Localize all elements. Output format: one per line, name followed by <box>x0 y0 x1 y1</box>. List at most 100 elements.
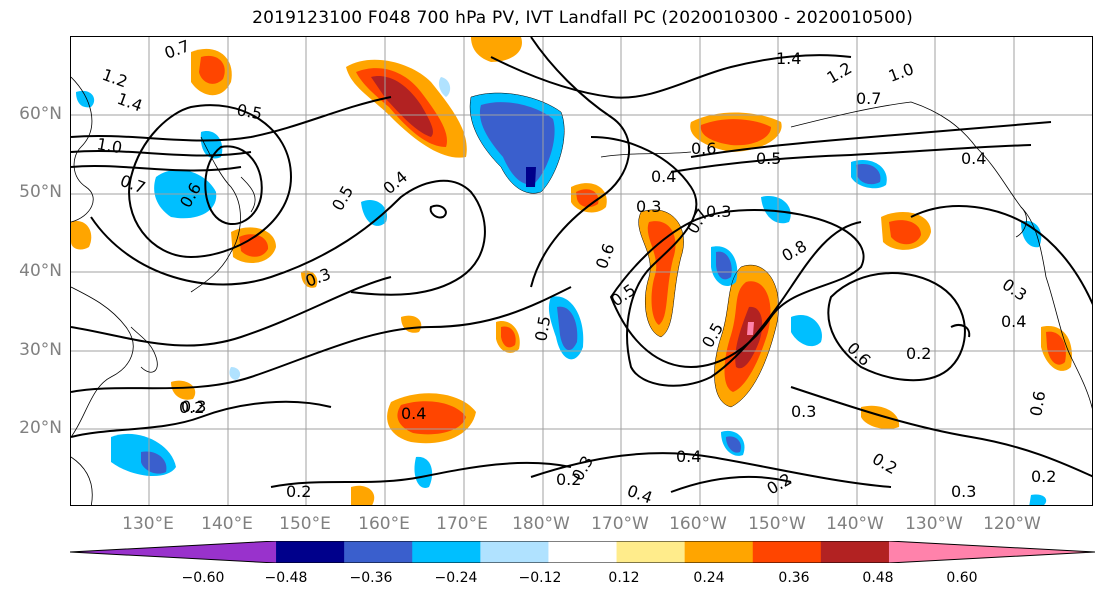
lon-label: 150°E <box>279 514 331 534</box>
lon-label: 180°W <box>512 514 570 534</box>
positive-anomaly-patch <box>301 270 318 288</box>
positive-anomaly-patch <box>239 234 269 257</box>
positive-anomaly-patch <box>401 315 422 333</box>
contour-label: 0.3 <box>636 197 661 216</box>
colorbar-segment <box>888 541 1095 563</box>
positive-anomaly-patch <box>471 37 522 62</box>
contour-label: 0.6 <box>691 139 716 158</box>
colorbar <box>70 541 1095 563</box>
contour-label: 0.2 <box>906 344 931 363</box>
contours <box>71 37 1092 493</box>
patch-outlines <box>469 92 779 408</box>
negative-anomaly-patch <box>141 451 167 474</box>
negative-anomaly-patch <box>1021 221 1042 248</box>
negative-anomaly-patch <box>414 456 433 488</box>
positive-anomaly-patch <box>171 380 196 400</box>
contour-labels: 1.21.40.70.51.00.7 0.60.30.40.3 0.40.20.20… <box>95 37 1056 506</box>
colorbar-segment <box>684 541 754 563</box>
positive-anomaly-patch <box>371 76 433 137</box>
lon-label: 120°W <box>983 514 1041 534</box>
contour-label: 0.4 <box>961 149 986 168</box>
colorbar-segment <box>548 541 618 563</box>
contour-label: 0.4 <box>625 481 655 506</box>
colorbar-tick: 0.60 <box>946 570 978 586</box>
contour-label: 0.2 <box>179 398 204 417</box>
lat-label-50n: 50°N <box>19 182 62 202</box>
negative-anomaly-patch <box>726 436 742 453</box>
contour-label: 1.2 <box>824 58 856 87</box>
lon-label: 160°W <box>669 514 727 534</box>
contour-label: 0.3 <box>791 402 816 421</box>
lon-label: 150°W <box>748 514 806 534</box>
colorbar-segment <box>820 541 890 563</box>
contour-label: 1.0 <box>886 59 916 86</box>
lon-label: 130°E <box>122 514 174 534</box>
negative-anomaly-patch <box>479 102 555 185</box>
colorbar-tick: −0.48 <box>264 570 308 586</box>
lon-label: 130°W <box>905 514 963 534</box>
positive-anomaly-patch <box>700 119 771 146</box>
colorbar-tick: 0.24 <box>693 570 725 586</box>
negative-anomaly-patch <box>229 367 241 380</box>
negative-anomaly-patch <box>856 164 881 185</box>
colorbar-segment <box>412 541 481 563</box>
positive-anomaly-patch <box>1046 331 1066 365</box>
positive-anomaly-patch <box>501 326 516 348</box>
graticule <box>71 37 1092 505</box>
negative-anomaly-patch <box>76 90 95 108</box>
contour-label: 0.3 <box>706 202 731 221</box>
lon-label: 140°E <box>201 514 253 534</box>
positive-anomaly-patch <box>351 485 375 505</box>
colorbar-segment <box>616 541 686 563</box>
colorbar-segment <box>70 541 277 563</box>
contour-label: 0.3 <box>303 264 333 291</box>
colorbar-tick: −0.24 <box>434 570 478 586</box>
lon-label: 170°E <box>436 514 488 534</box>
lat-label-30n: 30°N <box>19 340 62 360</box>
contour-label: 0.2 <box>1031 467 1056 486</box>
colorbar-tick: 0.36 <box>778 570 810 586</box>
colorbar-segment <box>344 541 413 563</box>
coastlines <box>71 76 1092 505</box>
negative-anomaly-patch <box>557 306 578 351</box>
map-panel: 1.2 1.4 0.7 0.5 1.0 0.7 0.6 0.3 0.4 0.3 0.4 0.2 0.2 0… <box>70 36 1093 506</box>
contour-label: 0.2 <box>764 469 796 498</box>
contour-label: 1.2 <box>100 65 130 92</box>
contour-label: 0.7 <box>162 37 192 63</box>
positive-anomaly-patch <box>71 221 92 250</box>
contour-label: 1.4 <box>115 89 145 116</box>
positive-anomaly-patch <box>397 401 466 435</box>
contour-label: 0.5 <box>607 280 639 310</box>
colorbar-tick: 0.48 <box>862 570 894 586</box>
colorbar-segment <box>276 541 345 563</box>
negative-anomaly-patch <box>361 199 387 226</box>
contour-label: 0.5 <box>531 314 554 342</box>
contour-label: 0.6 <box>843 338 874 369</box>
positive-anomaly-patch <box>199 55 225 84</box>
positive-anomaly-patch <box>735 306 763 369</box>
contour-label: 0.7 <box>118 171 148 198</box>
contour-label: 0.5 <box>235 100 263 123</box>
negative-anomaly-patch <box>1029 494 1047 505</box>
lon-label: 160°E <box>358 514 410 534</box>
lon-label: 170°W <box>591 514 649 534</box>
contour-label: 0.2 <box>556 470 581 489</box>
contour-label: 0.7 <box>856 89 881 108</box>
contour-label: 0.5 <box>328 182 357 214</box>
lon-label: 140°W <box>826 514 884 534</box>
positive-anomaly-patch <box>747 322 754 335</box>
contour-label: 0.2 <box>286 482 311 501</box>
contour-label: 0.4 <box>651 167 676 186</box>
contour-label: 1.0 <box>95 134 123 157</box>
contour-label: 1.4 <box>776 49 801 68</box>
contour-label: 0.3 <box>999 275 1031 305</box>
positive-anomaly-patch <box>861 405 900 429</box>
colorbar-segment <box>752 541 822 563</box>
contour-label: 0.2 <box>869 449 901 478</box>
map-svg: 1.21.40.70.51.00.7 0.60.30.40.3 0.40.20.20… <box>71 37 1092 506</box>
lat-label-20n: 20°N <box>19 418 62 438</box>
positive-anomaly-patch <box>889 220 921 245</box>
shading-layer <box>71 37 1072 505</box>
negative-anomaly-patch <box>438 77 451 97</box>
lat-label-60n: 60°N <box>19 104 62 124</box>
